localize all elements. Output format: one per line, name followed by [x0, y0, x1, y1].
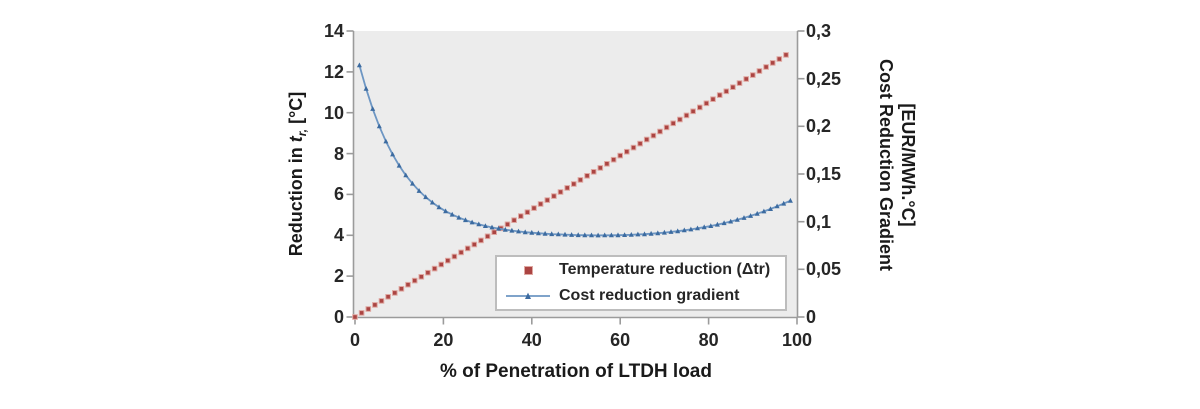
y-left-title-subscript: r, — [295, 128, 309, 137]
y-left-tick-label: 6 — [333, 184, 344, 205]
y-left-axis-title: Reduction in tr, [°C] — [284, 24, 309, 324]
y-right-tick-label: 0,15 — [806, 164, 842, 184]
y-right-tick-label: 0,05 — [806, 259, 842, 280]
y-right-title-line2: [EUR/MWh.°C] — [898, 103, 918, 227]
legend-item-cost: Cost reduction gradient — [497, 283, 785, 309]
y-left-tick-label: 8 — [333, 143, 344, 164]
blue-line-triangle-marker-icon — [506, 292, 550, 299]
y-left-tick-label: 14 — [323, 21, 344, 41]
y-right-tick-label: 0,3 — [806, 21, 832, 41]
y-right-tick-label: 0,2 — [806, 116, 832, 137]
y-left-tick-label: 0 — [333, 307, 344, 327]
x-tick-label: 40 — [521, 330, 542, 350]
x-tick-label: 60 — [610, 330, 631, 350]
y-left-tick-label: 4 — [333, 225, 344, 246]
x-tick-label: 100 — [781, 330, 813, 350]
legend-label-cost: Cost reduction gradient — [559, 287, 740, 304]
y-right-tick-label: 0,25 — [806, 68, 842, 89]
cost-series-marker-icon — [497, 290, 559, 302]
y-left-title-unit: [°C] — [286, 91, 306, 129]
x-axis-title: % of Penetration of LTDH load — [440, 361, 712, 382]
y-left-title-prefix: Reduction in — [286, 142, 306, 257]
y-right-tick-label: 0,1 — [806, 211, 832, 232]
y-left-tick-label: 10 — [323, 102, 344, 123]
chart-legend: Temperature reduction (Δtr) Cost reducti… — [495, 255, 787, 311]
y-left-title-variable: t — [286, 136, 306, 143]
x-tick-label: 80 — [698, 330, 719, 350]
x-tick-label: 20 — [433, 330, 454, 350]
temperature-markers — [352, 52, 789, 320]
legend-item-temperature: Temperature reduction (Δtr) — [497, 257, 785, 283]
red-square-marker-icon — [523, 265, 533, 275]
y-right-title-line1: Cost Reduction Gradient — [876, 58, 896, 271]
y-right-tick-label: 0 — [806, 307, 817, 327]
temperature-series-marker-icon — [497, 265, 559, 275]
cost-gradient-markers — [356, 62, 793, 238]
y-left-tick-label: 2 — [333, 266, 344, 287]
x-tick-label: 0 — [349, 330, 360, 350]
legend-label-temperature: Temperature reduction (Δtr) — [559, 261, 771, 278]
y-right-axis-title: Cost Reduction Gradient [EUR/MWh.°C] — [875, 15, 919, 315]
y-left-tick-label: 12 — [323, 61, 344, 82]
